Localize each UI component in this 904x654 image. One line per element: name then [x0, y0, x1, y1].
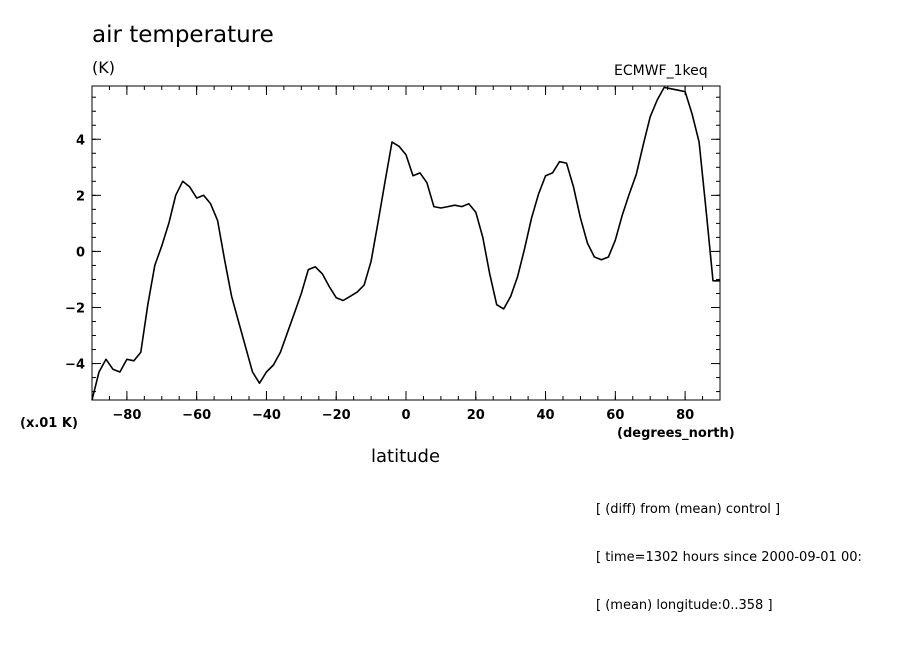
- plot-frame: [91, 85, 721, 401]
- x-axis-label: latitude: [371, 446, 441, 467]
- x-tick-label: −40: [252, 408, 281, 423]
- series-layer: [91, 86, 720, 401]
- x-tick-label: 20: [467, 408, 485, 423]
- scale-factor-label: (x.01 K): [20, 416, 78, 431]
- x-tick-label: −20: [322, 408, 351, 423]
- y-tick-label: −4: [65, 358, 85, 373]
- note-line: [ time=1302 hours since 2000-09-01 00:: [596, 550, 862, 565]
- x-tick-label: 80: [676, 408, 694, 423]
- y-tick-label: 4: [76, 133, 85, 148]
- chart-title: air temperature: [92, 22, 274, 48]
- note-line: [ (mean) longitude:0..358 ]: [596, 598, 773, 613]
- x-units-label: (degrees_north): [617, 426, 735, 441]
- dataset-label: ECMWF_1keq: [614, 63, 708, 79]
- x-tick-label: 0: [401, 408, 410, 423]
- x-tick-label: −60: [182, 408, 211, 423]
- note-line: [ (diff) from (mean) control ]: [596, 502, 781, 517]
- y-tick-label: 0: [76, 245, 85, 260]
- notes-block: [ (diff) from (mean) control ] [ time=13…: [596, 470, 862, 630]
- y-tick-label: 2: [76, 189, 85, 204]
- series-line: [91, 86, 720, 401]
- y-tick-label: −2: [65, 301, 85, 316]
- x-tick-label: 40: [537, 408, 555, 423]
- units-label: (K): [92, 58, 115, 77]
- x-tick-label: 60: [606, 408, 624, 423]
- x-tick-label: −80: [112, 408, 141, 423]
